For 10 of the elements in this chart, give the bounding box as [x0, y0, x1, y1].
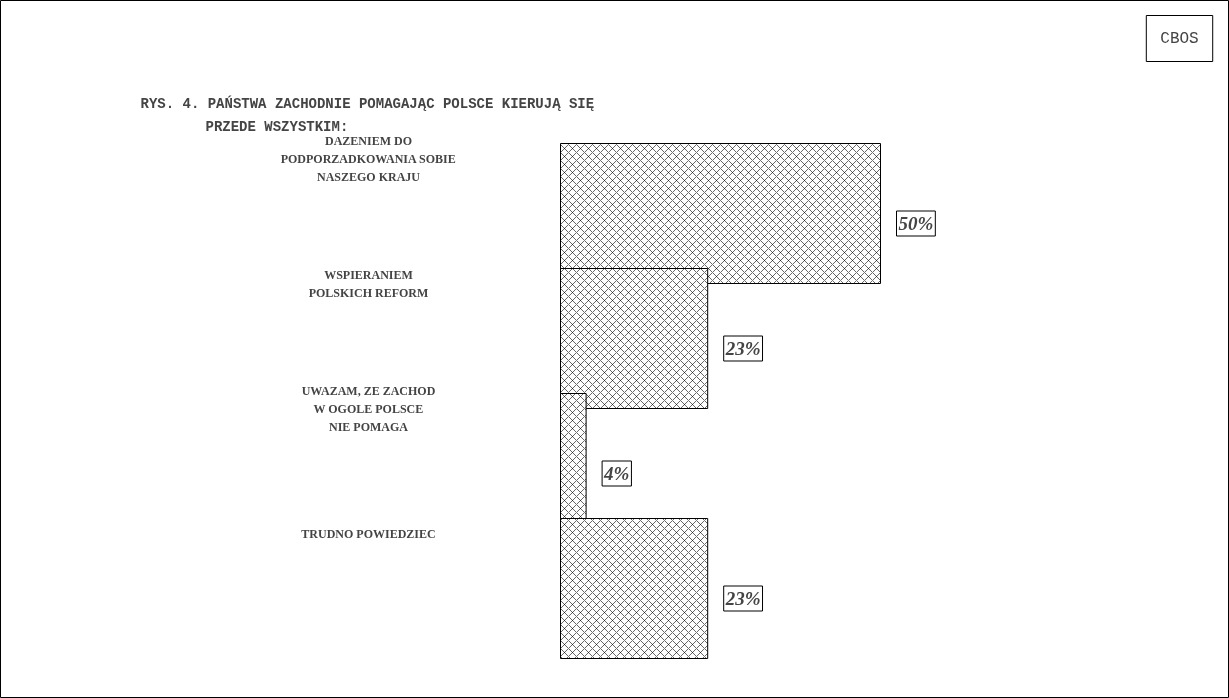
data-label: 50% — [898, 213, 934, 234]
data-label: 4% — [603, 463, 630, 484]
y-tick-label: DAZENIEM DO PODPORZADKOWANIA SOBIE NASZEGO KRAJU — [280, 133, 456, 184]
data-label: 23% — [724, 338, 761, 359]
data-label: 23% — [724, 588, 761, 609]
y-tick-label: WSPIERANIEM POLSKICH REFORM — [308, 267, 429, 300]
text: RYS. 4. PAŃSTWA ZACHODNIE POMAGAJĄC POLSCE KIERUJĄ SIĘ PRZEDE WSZYSTKIM: — [140, 94, 595, 135]
y-tick-label: UWAZAM, ZE ZACHOD W OGOLE POLSCE NIE POMAGA — [301, 383, 436, 434]
y-tick-label: TRUDNO POWIEDZIEC — [301, 526, 436, 541]
text: CBOS — [1160, 29, 1199, 48]
